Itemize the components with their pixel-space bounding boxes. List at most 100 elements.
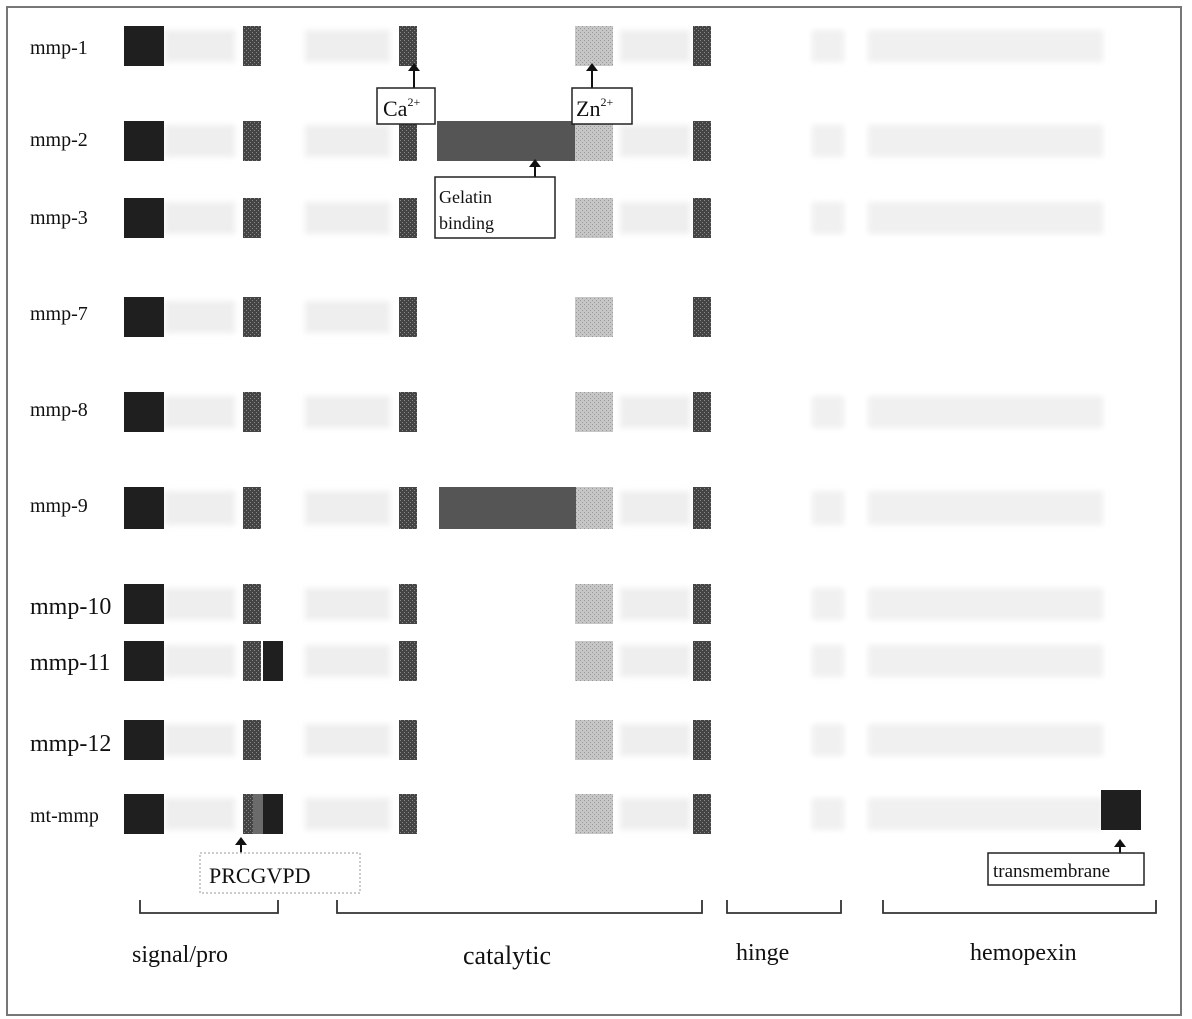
mmp-1-faint-cat2 (620, 30, 690, 62)
mmp-10-signal-block (124, 584, 164, 624)
mmp-3-faint-pro (165, 202, 235, 234)
mmp-3-pro-block (243, 198, 261, 238)
mmp-11-faint-pro (165, 645, 235, 677)
row-label-mmp-1: mmp-1 (30, 37, 88, 59)
mmp-10-catalytic-block (399, 584, 417, 624)
mmp-9-gelatin-block (439, 487, 576, 529)
zn-callout: Zn2+ (571, 87, 633, 125)
mmp-2-faint-cat2 (620, 125, 690, 157)
mmp-1-zinc-block (575, 26, 613, 66)
mmp-2-gelatin-block (437, 121, 575, 161)
mmp-12-faint-hinge (812, 724, 844, 756)
mmp-12-catalytic-block (399, 720, 417, 760)
mmp-10-faint-hemo (868, 588, 1103, 620)
zn-callout-base: Zn (576, 96, 600, 121)
domain-brackets (139, 900, 1157, 914)
mmp-8-catalytic-block (399, 392, 417, 432)
mmp-12-signal-block (124, 720, 164, 760)
mmp-2-faint-cat1 (305, 125, 390, 157)
faint-background-segments (165, 30, 1103, 830)
mmp-12-faint-cat2 (620, 724, 690, 756)
ca-callout: Ca2+ (376, 87, 436, 125)
svg-text:Ca2+: Ca2+ (383, 95, 420, 121)
domain-label-hemopexin: hemopexin (970, 940, 1077, 966)
mmp-7-faint-cat1 (305, 301, 390, 333)
mt-mmp-zinc-block (575, 794, 613, 834)
mmp-9-zinc-block (575, 487, 613, 529)
gelatin-arrow (529, 159, 541, 177)
mmp-3-catalytic-end-block (693, 198, 711, 238)
mmp-7-zinc-block (575, 297, 613, 337)
mmp-1-faint-hinge (812, 30, 844, 62)
mmp-2-faint-pro (165, 125, 235, 157)
mmp-12-pro-block (243, 720, 261, 760)
mmp-10-faint-hinge (812, 588, 844, 620)
gelatin-binding-callout: Gelatin binding (434, 176, 556, 239)
mmp-7-catalytic-block (399, 297, 417, 337)
row-label-mmp-3: mmp-3 (30, 207, 88, 229)
mmp-rows: mmp-1 mmp-2 mmp-3 mmp-7 mmp-8 mmp-9 mmp-… (30, 37, 111, 827)
bracket-hemopexin (882, 900, 1157, 914)
domain-label-catalytic: catalytic (463, 941, 551, 970)
mmp-8-pro-block (243, 392, 261, 432)
transmembrane-arrow (1114, 839, 1126, 853)
mt-mmp-signal-block (124, 794, 164, 834)
mmp-1-catalytic-block (399, 26, 417, 66)
mmp-8-faint-hinge (812, 396, 844, 428)
mmp-2-signal-block (124, 121, 164, 161)
mt-mmp-faint-pro (165, 798, 235, 830)
mmp-11-faint-cat2 (620, 645, 690, 677)
svg-text:Zn2+: Zn2+ (576, 95, 613, 121)
mt-mmp-faint-hemo (868, 798, 1103, 830)
mmp-10-faint-cat2 (620, 588, 690, 620)
mmp-9-signal-block (124, 487, 164, 529)
zn-callout-sup: 2+ (600, 95, 613, 109)
domain-label-signal-pro: signal/pro (132, 942, 228, 968)
mmp-10-zinc-block (575, 584, 613, 624)
bracket-hinge (726, 900, 842, 914)
mmp-8-catalytic-end-block (693, 392, 711, 432)
row-label-mmp-8: mmp-8 (30, 399, 88, 421)
mmp-11-faint-hemo (868, 645, 1103, 677)
mmp-9-faint-cat1 (305, 491, 390, 525)
mt-mmp-transmembrane-block (1101, 790, 1141, 830)
mt-mmp-catalytic-end-block (693, 794, 711, 834)
mmp-3-faint-hemo (868, 202, 1103, 234)
mmp-1-faint-hemo (868, 30, 1103, 62)
mmp-3-faint-hinge (812, 202, 844, 234)
mmp-1-faint-cat1 (305, 30, 390, 62)
mmp-10-pro-block (243, 584, 261, 624)
mt-mmp-pro-mid-block (253, 794, 263, 834)
mmp-9-faint-hinge (812, 491, 844, 525)
mmp-8-faint-pro (165, 396, 235, 428)
mmp-8-signal-block (124, 392, 164, 432)
domain-label-hinge: hinge (736, 940, 789, 966)
mmp-3-signal-block (124, 198, 164, 238)
transmembrane-callout: transmembrane (987, 852, 1145, 886)
mmp-2-catalytic-block (399, 121, 417, 161)
mmp-11-faint-cat1 (305, 645, 390, 677)
mmp-12-catalytic-end-block (693, 720, 711, 760)
mt-mmp-catalytic-block (399, 794, 417, 834)
ca-callout-sup: 2+ (407, 95, 420, 109)
row-label-mmp-10: mmp-10 (30, 594, 111, 620)
row-label-mmp-7: mmp-7 (30, 303, 88, 325)
mmp-12-faint-cat1 (305, 724, 390, 756)
mmp-9-catalytic-block (399, 487, 417, 529)
bracket-signal-pro (139, 900, 279, 914)
mmp-1-pro-block (243, 26, 261, 66)
mmp-8-faint-hemo (868, 396, 1103, 428)
mmp-11-pro-block (243, 641, 261, 681)
ca-callout-base: Ca (383, 96, 408, 121)
mmp-11-catalytic-block (399, 641, 417, 681)
mmp-1-signal-block (124, 26, 164, 66)
domain-blocks (124, 26, 1141, 834)
mmp-11-signal-block (124, 641, 164, 681)
mmp-3-faint-cat2 (620, 202, 690, 234)
mt-mmp-faint-hinge (812, 798, 844, 830)
mmp-7-signal-block (124, 297, 164, 337)
mmp-8-faint-cat1 (305, 396, 390, 428)
mmp-3-catalytic-block (399, 198, 417, 238)
mmp-2-zinc-block (575, 121, 613, 161)
